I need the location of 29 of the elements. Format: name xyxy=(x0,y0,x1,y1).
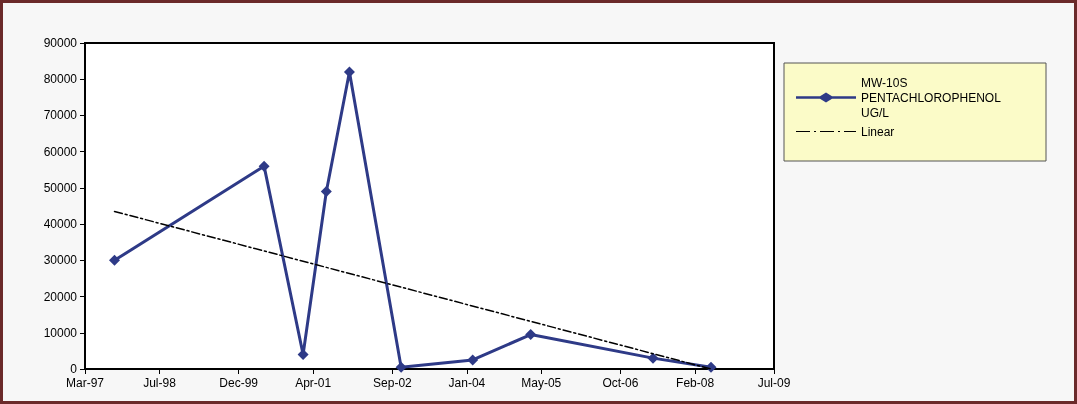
legend-label: Linear xyxy=(861,124,895,139)
x-tick-label: Mar-97 xyxy=(65,376,105,390)
y-tick-label: 10000 xyxy=(43,325,78,340)
x-tick-label: Apr-01 xyxy=(295,376,332,390)
x-tick-label: Sep-02 xyxy=(373,376,413,390)
x-tick-label: Jul-09 xyxy=(757,376,791,390)
x-tick-label: May-05 xyxy=(521,376,562,390)
y-tick-label: 40000 xyxy=(43,217,78,232)
y-tick-label: 20000 xyxy=(43,289,78,304)
y-tick-label: 0 xyxy=(70,362,78,376)
legend-label: MW-10S PENTACHLOROPHENOL UG/L xyxy=(861,75,1004,120)
point xyxy=(395,361,407,373)
y-tick-label: 50000 xyxy=(43,180,78,195)
y-tick-label: 80000 xyxy=(43,72,78,87)
x-tick-label: Jul-98 xyxy=(143,376,177,390)
x-tick-label: Jan-04 xyxy=(448,376,486,390)
y-tick-label: 90000 xyxy=(43,36,78,50)
point xyxy=(647,352,659,364)
point xyxy=(525,329,537,341)
y-tick-label: 30000 xyxy=(43,253,78,268)
y-tick-label: 60000 xyxy=(43,144,78,159)
point xyxy=(258,160,270,172)
point xyxy=(320,186,332,198)
point xyxy=(467,354,479,366)
point xyxy=(109,254,121,266)
x-tick-label: Oct-06 xyxy=(602,376,639,390)
x-tick-label: Dec-99 xyxy=(219,376,259,390)
y-tick-label: 70000 xyxy=(43,108,78,123)
x-tick-label: Feb-08 xyxy=(676,376,715,390)
